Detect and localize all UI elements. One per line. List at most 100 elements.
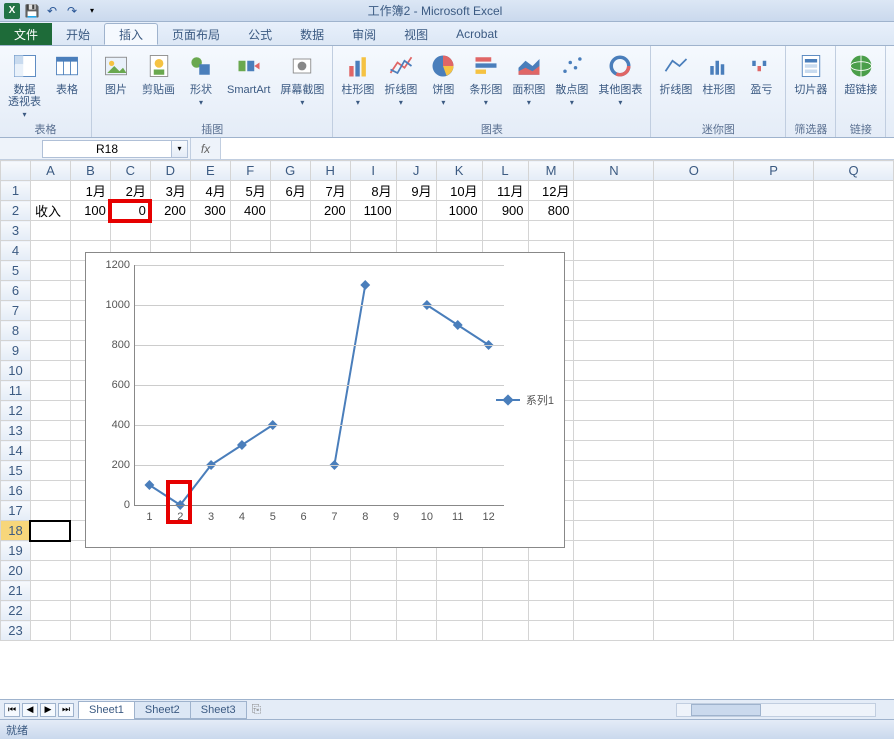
cell-O7[interactable] <box>654 301 734 321</box>
cell-C23[interactable] <box>110 621 150 641</box>
cell-F1[interactable]: 5月 <box>230 181 270 201</box>
cell-N8[interactable] <box>574 321 654 341</box>
cell-Q19[interactable] <box>814 541 894 561</box>
cell-G23[interactable] <box>270 621 310 641</box>
col-header-A[interactable]: A <box>30 161 70 181</box>
cell-N20[interactable] <box>574 561 654 581</box>
col-header-D[interactable]: D <box>150 161 190 181</box>
cell-F3[interactable] <box>230 221 270 241</box>
col-header-H[interactable]: H <box>310 161 350 181</box>
slicer-button[interactable]: 切片器 <box>790 48 831 98</box>
cell-O5[interactable] <box>654 261 734 281</box>
cell-B23[interactable] <box>70 621 110 641</box>
cell-H21[interactable] <box>310 581 350 601</box>
cell-O12[interactable] <box>654 401 734 421</box>
cell-K3[interactable] <box>436 221 482 241</box>
sparkline-line-button[interactable]: 折线图 <box>655 48 696 98</box>
other-chart-button[interactable]: 其他图表▾ <box>594 48 646 109</box>
cell-I22[interactable] <box>350 601 396 621</box>
cell-N5[interactable] <box>574 261 654 281</box>
row-header-14[interactable]: 14 <box>1 441 31 461</box>
cell-P10[interactable] <box>734 361 814 381</box>
cell-K2[interactable]: 1000 <box>436 201 482 221</box>
sheet-nav-last-icon[interactable]: ⏭ <box>58 703 74 717</box>
cell-Q21[interactable] <box>814 581 894 601</box>
scatter-chart-button[interactable]: 散点图▾ <box>551 48 592 109</box>
cell-O8[interactable] <box>654 321 734 341</box>
cell-A13[interactable] <box>30 421 70 441</box>
cell-O19[interactable] <box>654 541 734 561</box>
cell-E1[interactable]: 4月 <box>190 181 230 201</box>
sheet-nav[interactable]: ⏮ ◀ ▶ ⏭ <box>0 703 78 717</box>
sparkline-winloss-button[interactable]: 盈亏 <box>741 48 781 98</box>
cell-Q3[interactable] <box>814 221 894 241</box>
name-box[interactable]: R18 <box>42 140 172 158</box>
row-header-5[interactable]: 5 <box>1 261 31 281</box>
col-header-L[interactable]: L <box>482 161 528 181</box>
col-header-Q[interactable]: Q <box>814 161 894 181</box>
cell-K21[interactable] <box>436 581 482 601</box>
tab-公式[interactable]: 公式 <box>234 23 286 45</box>
cell-A14[interactable] <box>30 441 70 461</box>
sparkline-column-button[interactable]: 柱形图 <box>698 48 739 98</box>
cell-A19[interactable] <box>30 541 70 561</box>
cell-J23[interactable] <box>396 621 436 641</box>
row-header-23[interactable]: 23 <box>1 621 31 641</box>
new-sheet-icon[interactable]: ⎘ <box>246 702 268 717</box>
cell-N22[interactable] <box>574 601 654 621</box>
cell-P23[interactable] <box>734 621 814 641</box>
row-header-2[interactable]: 2 <box>1 201 31 221</box>
row-header-6[interactable]: 6 <box>1 281 31 301</box>
cell-P17[interactable] <box>734 501 814 521</box>
row-header-1[interactable]: 1 <box>1 181 31 201</box>
row-header-13[interactable]: 13 <box>1 421 31 441</box>
cell-B21[interactable] <box>70 581 110 601</box>
cell-Q23[interactable] <box>814 621 894 641</box>
cell-N16[interactable] <box>574 481 654 501</box>
tab-数据[interactable]: 数据 <box>286 23 338 45</box>
cell-B3[interactable] <box>70 221 110 241</box>
cell-K23[interactable] <box>436 621 482 641</box>
cell-F21[interactable] <box>230 581 270 601</box>
cell-A21[interactable] <box>30 581 70 601</box>
tab-页面布局[interactable]: 页面布局 <box>158 23 234 45</box>
cell-N21[interactable] <box>574 581 654 601</box>
col-header-O[interactable]: O <box>654 161 734 181</box>
cell-N18[interactable] <box>574 521 654 541</box>
cell-C2[interactable]: 0 <box>110 201 150 221</box>
row-header-8[interactable]: 8 <box>1 321 31 341</box>
cell-A3[interactable] <box>30 221 70 241</box>
cell-O14[interactable] <box>654 441 734 461</box>
cell-Q7[interactable] <box>814 301 894 321</box>
cell-A18[interactable] <box>30 521 70 541</box>
cell-N7[interactable] <box>574 301 654 321</box>
cell-J2[interactable] <box>396 201 436 221</box>
cell-I3[interactable] <box>350 221 396 241</box>
cell-A5[interactable] <box>30 261 70 281</box>
cell-N14[interactable] <box>574 441 654 461</box>
smartart-button[interactable]: SmartArt <box>223 48 274 98</box>
table-button[interactable]: 表格 <box>47 48 87 98</box>
cell-G22[interactable] <box>270 601 310 621</box>
cell-O11[interactable] <box>654 381 734 401</box>
cell-P5[interactable] <box>734 261 814 281</box>
tab-插入[interactable]: 插入 <box>104 23 158 45</box>
cell-P16[interactable] <box>734 481 814 501</box>
cell-K1[interactable]: 10月 <box>436 181 482 201</box>
tab-视图[interactable]: 视图 <box>390 23 442 45</box>
row-header-16[interactable]: 16 <box>1 481 31 501</box>
col-header-C[interactable]: C <box>110 161 150 181</box>
cell-G2[interactable] <box>270 201 310 221</box>
cell-L1[interactable]: 11月 <box>482 181 528 201</box>
cell-N11[interactable] <box>574 381 654 401</box>
cell-D20[interactable] <box>150 561 190 581</box>
cell-Q6[interactable] <box>814 281 894 301</box>
cell-G1[interactable]: 6月 <box>270 181 310 201</box>
cell-N10[interactable] <box>574 361 654 381</box>
cell-P6[interactable] <box>734 281 814 301</box>
cell-P20[interactable] <box>734 561 814 581</box>
cell-D3[interactable] <box>150 221 190 241</box>
col-header-M[interactable]: M <box>528 161 574 181</box>
cell-F22[interactable] <box>230 601 270 621</box>
cell-Q12[interactable] <box>814 401 894 421</box>
